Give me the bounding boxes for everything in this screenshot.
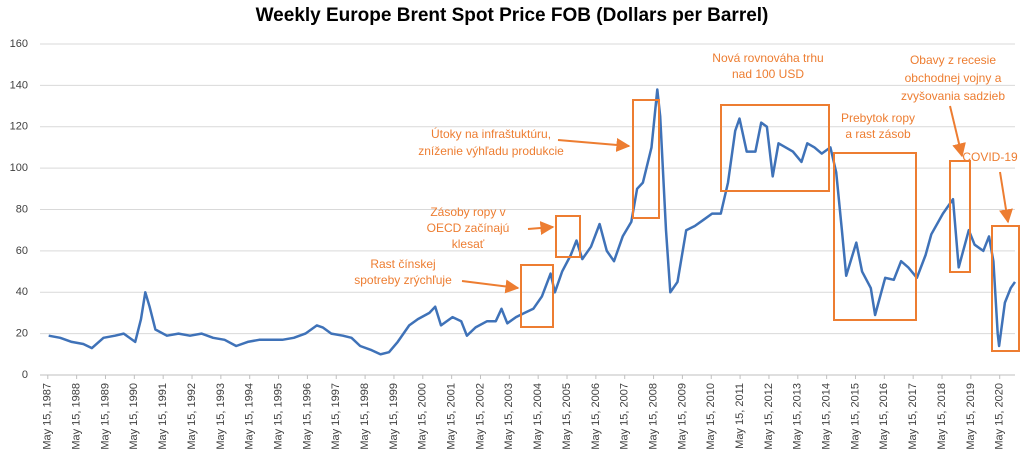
annotation-text: klesať <box>452 237 485 251</box>
x-tick-label: May 15, 2014 <box>821 383 833 450</box>
x-tick-label: May 15, 1993 <box>215 383 227 450</box>
annotation-arrow <box>999 171 1013 224</box>
x-tick-label: May 15, 1987 <box>42 383 54 450</box>
annotation-text: zvyšovania sadzieb <box>901 89 1005 103</box>
annotation-box <box>632 99 660 219</box>
x-tick-label: May 15, 2003 <box>503 383 515 450</box>
y-tick-label: 120 <box>10 121 28 133</box>
annotation-text: nad 100 USD <box>732 67 804 81</box>
x-tick-label: May 15, 2006 <box>590 383 602 450</box>
y-tick-label: 160 <box>10 38 28 50</box>
annotation-text: zníženie výhľadu produkcie <box>418 144 564 158</box>
annotation-box <box>833 152 917 321</box>
y-tick-label: 140 <box>10 79 28 91</box>
annotation-text: a rast zásob <box>845 127 911 141</box>
annotation-text: Nová rovnováha trhu <box>712 51 823 65</box>
annotation-text: obchodnej vojny a <box>905 71 1002 85</box>
annotation-text: Zásoby ropy v <box>430 205 505 219</box>
annotation-box <box>555 215 581 258</box>
x-tick-label: May 15, 2009 <box>676 383 688 450</box>
x-tick-label: May 15, 2019 <box>965 383 977 450</box>
x-tick-label: May 15, 2018 <box>936 383 948 450</box>
x-tick-label: May 15, 1998 <box>359 383 371 450</box>
x-tick-label: May 15, 1991 <box>157 383 169 450</box>
x-tick-label: May 15, 1994 <box>244 383 256 450</box>
x-tick-label: May 15, 2016 <box>878 383 890 450</box>
annotation-arrow <box>949 105 966 158</box>
x-tick-label: May 15, 2017 <box>907 383 919 450</box>
x-tick-label: May 15, 2001 <box>446 383 458 450</box>
x-tick-label: May 15, 2011 <box>734 383 746 449</box>
x-tick-label: May 15, 2007 <box>619 383 631 450</box>
y-tick-label: 20 <box>16 328 28 340</box>
annotation-box <box>720 104 830 192</box>
annotation-text: OECD začínajú <box>427 221 510 235</box>
x-tick-label: May 15, 1999 <box>388 383 400 450</box>
annotation-text: Rast čínskej <box>370 257 435 271</box>
annotation-text: COVID-19 <box>962 150 1018 164</box>
y-tick-label: 40 <box>16 286 28 298</box>
annotation-box <box>949 160 971 273</box>
x-tick-label: May 15, 1989 <box>99 383 111 450</box>
annotation-text: Prebytok ropy <box>841 111 915 125</box>
x-tick-label: May 15, 2004 <box>532 383 544 450</box>
x-tick-label: May 15, 1992 <box>186 383 198 450</box>
annotation-arrow <box>557 137 631 152</box>
annotation-arrow <box>461 279 520 294</box>
x-tick-label: May 15, 1990 <box>128 383 140 450</box>
x-tick-label: May 15, 2002 <box>474 383 486 450</box>
annotation-box <box>520 264 554 328</box>
x-tick-label: May 15, 2005 <box>561 383 573 450</box>
x-tick-label: May 15, 2020 <box>994 383 1006 450</box>
x-tick-label: May 15, 2012 <box>763 383 775 450</box>
x-tick-label: May 15, 2015 <box>849 383 861 450</box>
y-tick-label: 80 <box>16 203 28 215</box>
x-tick-label: May 15, 1997 <box>330 383 342 450</box>
annotation-text: spotreby zrýchľuje <box>354 273 452 287</box>
annotation-text: Útoky na infraštuktúru, <box>431 126 551 141</box>
x-tick-label: May 15, 1995 <box>272 383 284 450</box>
y-tick-label: 0 <box>22 369 28 381</box>
y-tick-label: 100 <box>10 162 28 174</box>
annotation-box <box>991 225 1020 352</box>
chart-title: Weekly Europe Brent Spot Price FOB (Doll… <box>256 5 769 26</box>
annotation-text: Obavy z recesie <box>910 53 996 67</box>
annotation-arrow <box>527 221 555 235</box>
x-tick-label: May 15, 2000 <box>417 383 429 450</box>
y-tick-label: 60 <box>16 245 28 257</box>
x-tick-label: May 15, 2013 <box>792 383 804 450</box>
x-tick-label: May 15, 2008 <box>647 383 659 450</box>
price-line <box>48 88 1017 356</box>
x-tick-label: May 15, 1996 <box>301 383 313 450</box>
x-tick-label: May 15, 2010 <box>705 383 717 450</box>
x-tick-label: May 15, 1988 <box>71 383 83 450</box>
